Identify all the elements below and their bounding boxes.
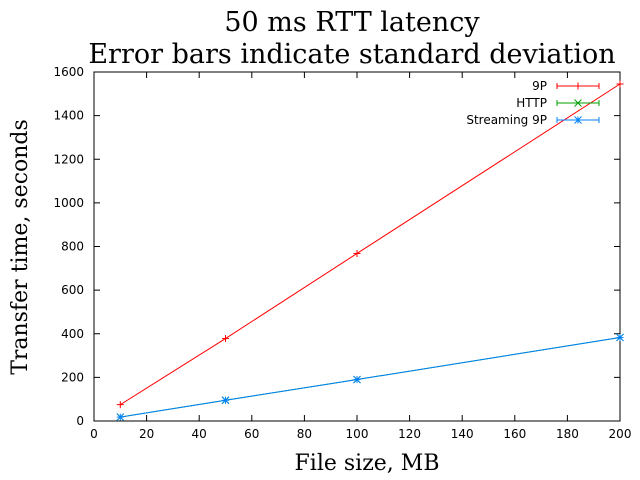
legend-label: 9P bbox=[532, 79, 547, 93]
x-tick-label: 140 bbox=[451, 427, 474, 441]
x-tick-label: 160 bbox=[503, 427, 526, 441]
data-point bbox=[221, 396, 230, 405]
series-line bbox=[120, 83, 621, 406]
data-point bbox=[574, 116, 582, 124]
data-point bbox=[574, 99, 582, 107]
x-tick-label: 180 bbox=[556, 427, 579, 441]
y-tick-label: 200 bbox=[61, 370, 84, 384]
x-tick-label: 20 bbox=[139, 427, 154, 441]
legend-label: HTTP bbox=[516, 96, 547, 110]
y-tick-label: 600 bbox=[61, 283, 84, 297]
legend-item: Streaming 9P bbox=[466, 113, 600, 127]
legend-item: 9P bbox=[532, 79, 600, 93]
series-line bbox=[120, 336, 621, 418]
y-tick-label: 1000 bbox=[53, 196, 84, 210]
series-layer bbox=[116, 80, 624, 421]
data-point bbox=[353, 375, 361, 384]
series-9p bbox=[116, 80, 624, 409]
data-point bbox=[616, 80, 624, 88]
x-tick-label: 40 bbox=[192, 427, 207, 441]
y-tick-label: 1600 bbox=[53, 65, 84, 79]
legend-item: HTTP bbox=[516, 96, 600, 110]
y-tick-label: 0 bbox=[76, 414, 84, 428]
legend-label: Streaming 9P bbox=[466, 113, 547, 127]
data-point bbox=[116, 401, 124, 409]
legend: 9P HTTP Streaming 9P bbox=[466, 79, 600, 127]
x-tick-label: 120 bbox=[398, 427, 421, 441]
y-axis-label: Transfer time, seconds bbox=[8, 119, 33, 375]
series-streaming-9p bbox=[116, 333, 624, 421]
x-tick-label: 60 bbox=[244, 427, 259, 441]
data-point bbox=[616, 333, 624, 342]
y-tick-label: 800 bbox=[61, 240, 84, 254]
x-tick-label: 200 bbox=[609, 427, 632, 441]
chart-title: 50 ms RTT latency bbox=[224, 7, 480, 38]
y-tick-label: 400 bbox=[61, 327, 84, 341]
x-axis-label: File size, MB bbox=[295, 451, 440, 476]
data-point bbox=[116, 413, 125, 421]
y-tick-label: 1400 bbox=[53, 109, 84, 123]
y-tick-label: 1200 bbox=[53, 152, 84, 166]
chart-subtitle: Error bars indicate standard deviation bbox=[88, 39, 615, 70]
data-point bbox=[574, 82, 582, 90]
x-tick-label: 100 bbox=[346, 427, 369, 441]
x-tick-label: 0 bbox=[90, 427, 98, 441]
data-point bbox=[353, 249, 361, 257]
x-tick-label: 80 bbox=[297, 427, 312, 441]
data-point bbox=[222, 335, 229, 343]
axis-ticks: 0 20 40 60 80 100 120 140 160 180 200 0 200 400 600 800… bbox=[53, 65, 631, 441]
